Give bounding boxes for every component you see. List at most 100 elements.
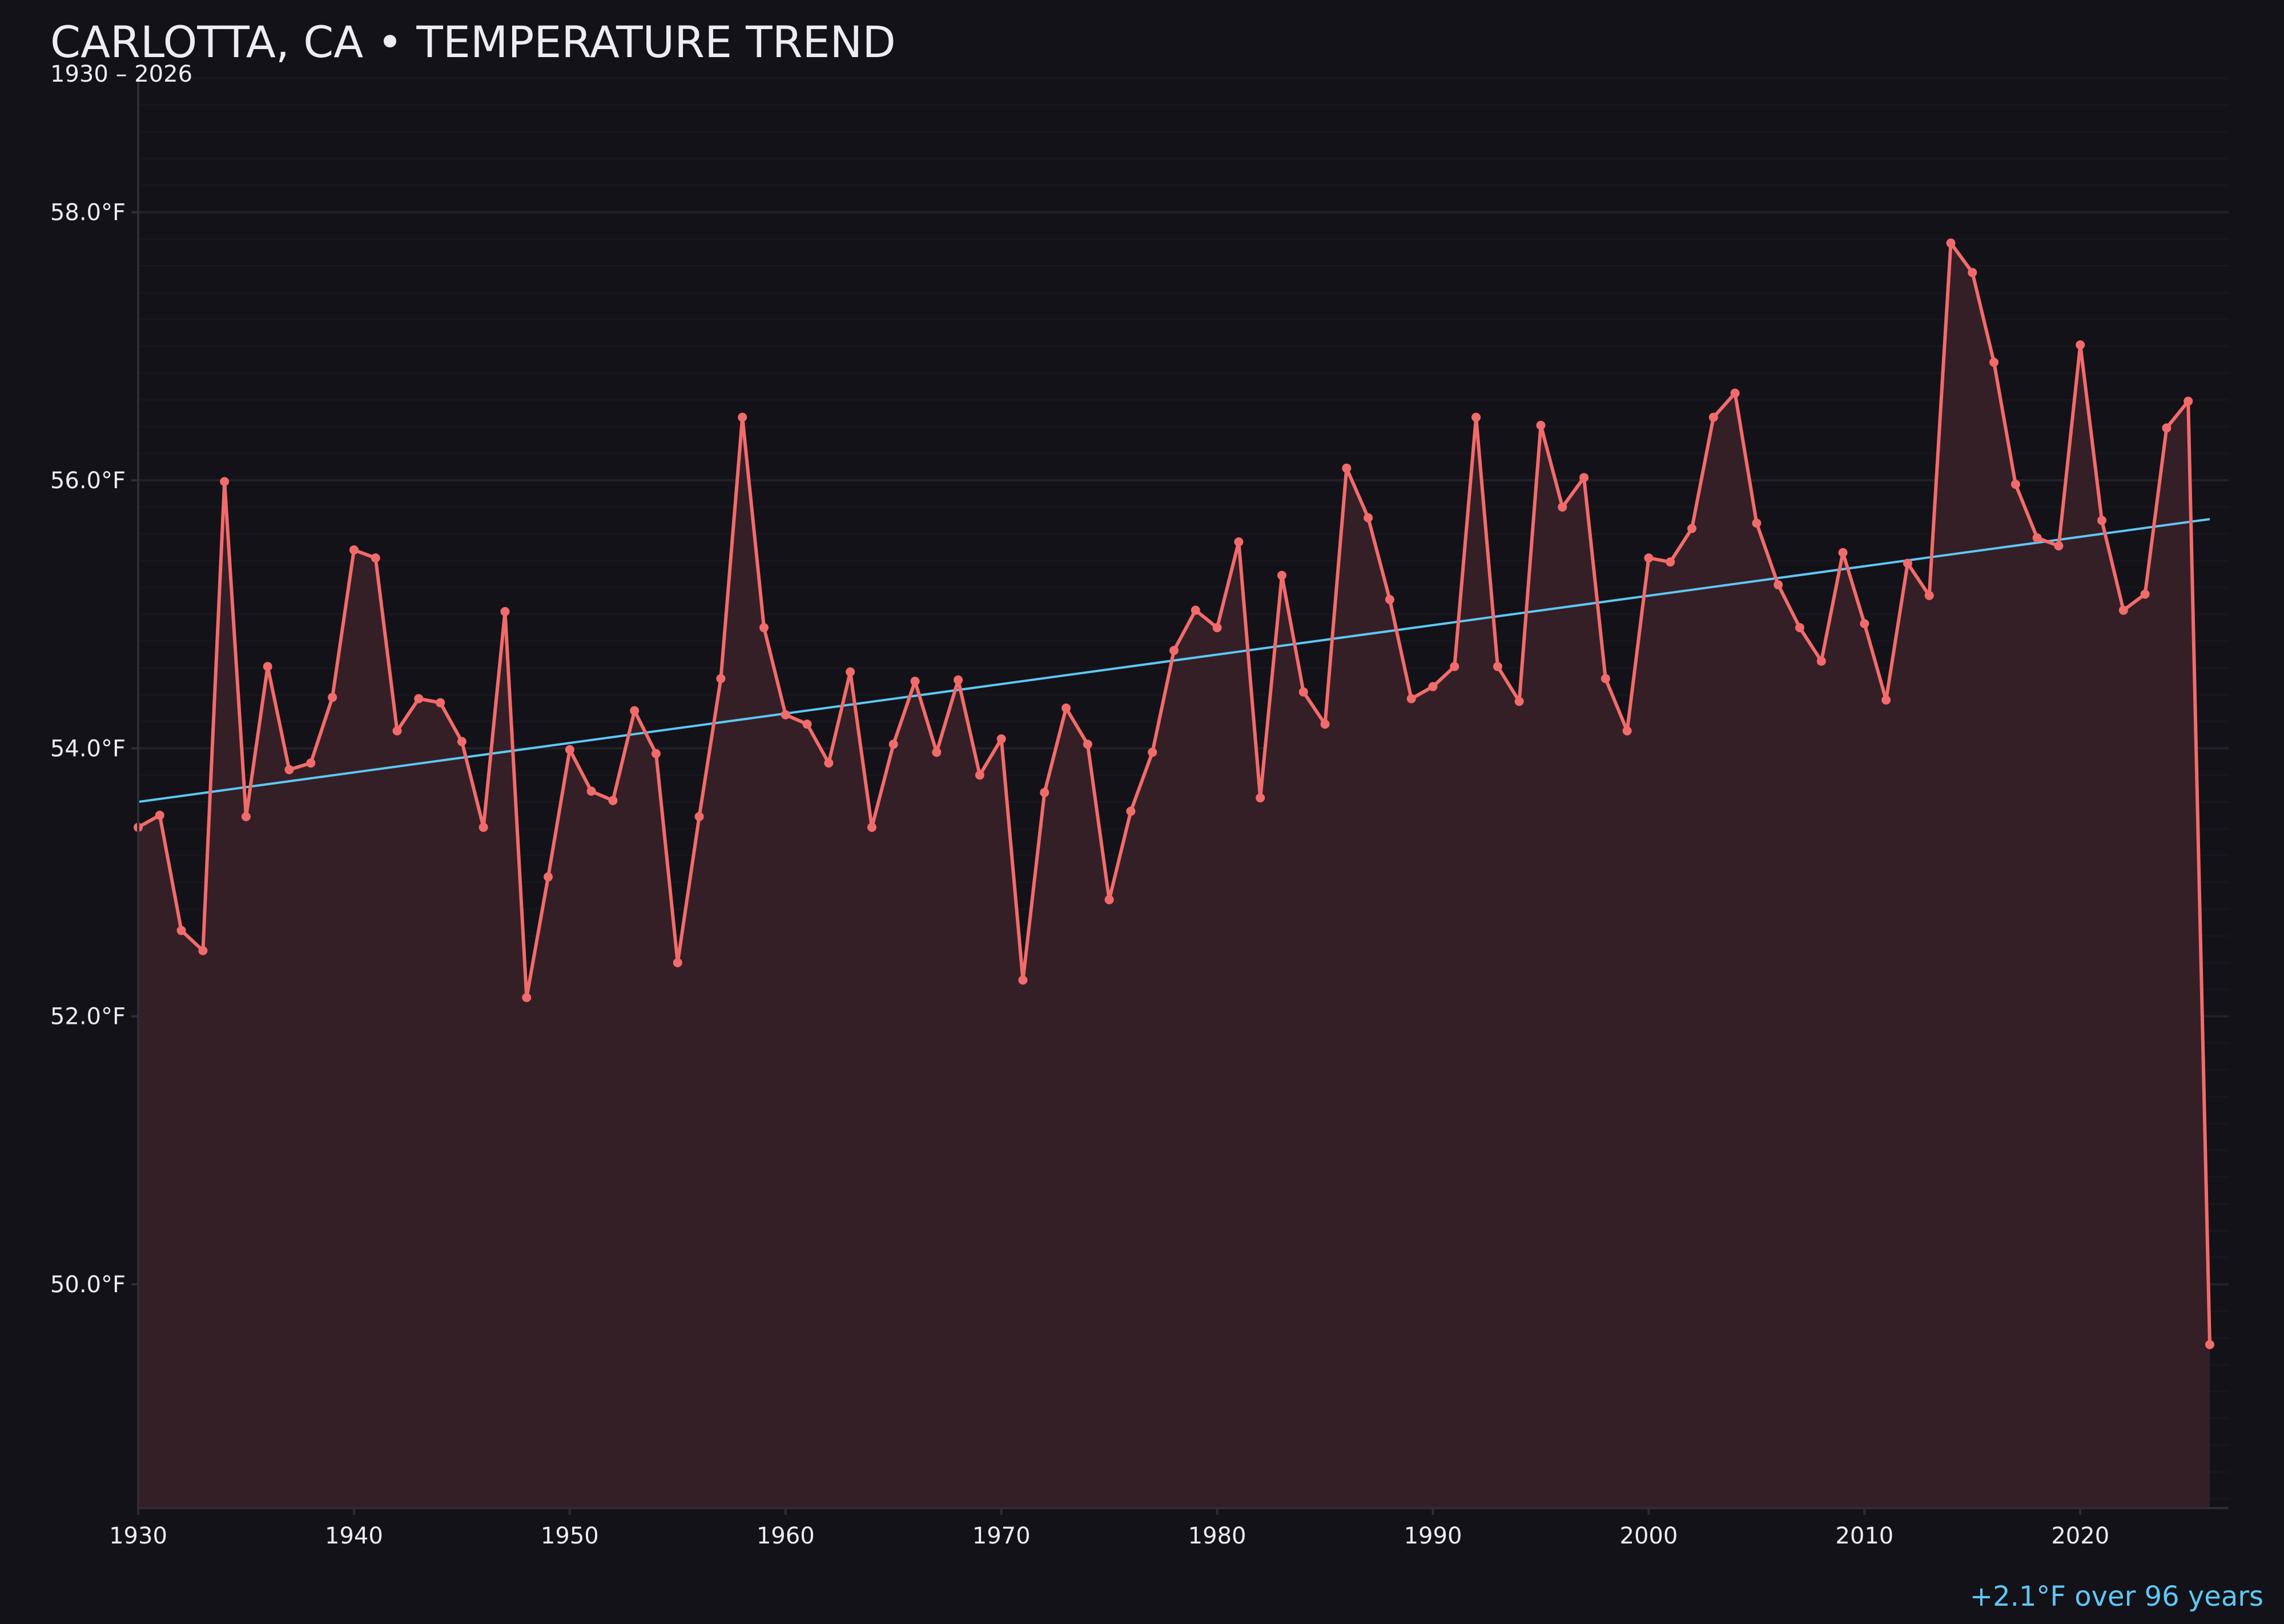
data-point xyxy=(1708,412,1718,422)
data-point xyxy=(630,706,640,715)
data-point xyxy=(1860,619,1869,629)
x-tick-label: 2020 xyxy=(2051,1523,2109,1549)
area-fill xyxy=(138,243,2210,1509)
data-point xyxy=(1320,719,1330,729)
trend-annotation: +2.1°F over 96 years xyxy=(1970,1581,2263,1613)
data-point xyxy=(673,958,682,967)
data-point xyxy=(176,926,186,935)
data-point xyxy=(932,747,942,757)
data-point xyxy=(263,662,272,672)
data-point xyxy=(1234,537,1244,546)
y-tick-label: 50.0°F xyxy=(50,1272,126,1298)
data-point xyxy=(1256,793,1265,803)
data-point xyxy=(1752,518,1762,528)
y-tick-label: 56.0°F xyxy=(50,468,126,494)
data-point xyxy=(2054,541,2064,551)
data-point xyxy=(846,667,855,677)
data-point xyxy=(1083,739,1092,749)
data-point xyxy=(241,812,251,822)
data-point xyxy=(954,675,963,685)
data-point xyxy=(1450,662,1459,672)
data-point xyxy=(436,698,445,708)
data-point xyxy=(1730,388,1740,398)
data-point xyxy=(1514,697,1524,706)
data-point xyxy=(1795,623,1804,633)
data-point xyxy=(1989,357,1999,367)
data-point xyxy=(608,795,618,805)
data-point xyxy=(328,693,337,702)
data-point xyxy=(1903,558,1912,568)
data-point xyxy=(1385,594,1394,604)
data-point xyxy=(586,786,596,796)
data-point xyxy=(1364,513,1373,522)
data-point xyxy=(996,734,1006,743)
x-tick-label: 2000 xyxy=(1620,1523,1678,1549)
data-point xyxy=(2097,516,2107,525)
x-tick-label: 2010 xyxy=(1835,1523,1893,1549)
data-point xyxy=(1687,524,1696,533)
data-point xyxy=(1601,674,1610,684)
data-point xyxy=(2140,589,2150,599)
data-point xyxy=(2184,396,2193,406)
x-tick-label: 1990 xyxy=(1404,1523,1462,1549)
data-point xyxy=(522,992,532,1002)
data-point xyxy=(1968,268,1977,278)
data-point xyxy=(738,412,747,422)
data-point xyxy=(716,674,726,684)
data-point xyxy=(1774,580,1783,590)
data-point xyxy=(371,553,380,563)
data-point xyxy=(1838,548,1848,557)
data-point xyxy=(500,607,510,617)
data-point xyxy=(1148,747,1157,757)
x-tick-label: 1950 xyxy=(541,1523,599,1549)
data-point xyxy=(1298,687,1308,697)
data-point xyxy=(781,710,790,719)
y-tick-label: 52.0°F xyxy=(50,1004,126,1030)
trend-line xyxy=(138,518,2210,803)
data-point xyxy=(155,810,164,820)
axes: 50.0°F 52.0°F 54.0°F 56.0°F 58.0°F 1930 1940 19… xyxy=(50,78,2229,1549)
data-point xyxy=(1342,463,1352,473)
data-point xyxy=(2032,533,2042,542)
y-tick-label: 58.0°F xyxy=(50,200,126,226)
data-point xyxy=(1104,895,1114,905)
data-point xyxy=(2118,605,2128,615)
data-points xyxy=(134,238,2214,1349)
data-point xyxy=(2162,423,2172,433)
data-point xyxy=(1061,703,1071,713)
data-point xyxy=(1277,570,1286,580)
data-point xyxy=(867,822,876,832)
data-point xyxy=(306,758,316,768)
data-point xyxy=(1406,694,1416,704)
data-point xyxy=(759,623,769,633)
data-point xyxy=(1493,662,1502,672)
data-point xyxy=(1212,623,1222,633)
data-point xyxy=(1428,682,1438,692)
data-point xyxy=(1018,975,1028,985)
data-point xyxy=(284,765,294,774)
data-point xyxy=(1666,557,1675,567)
x-tick-label: 1930 xyxy=(109,1523,167,1549)
x-tick-label: 1980 xyxy=(1188,1523,1246,1549)
x-tick-label: 1940 xyxy=(325,1523,383,1549)
data-point xyxy=(910,677,920,686)
data-point xyxy=(1924,590,1934,600)
data-point xyxy=(2205,1340,2214,1349)
data-point xyxy=(220,477,230,487)
data-point xyxy=(1946,238,1956,248)
data-point xyxy=(1126,806,1136,816)
data-point xyxy=(1816,656,1826,666)
data-point xyxy=(1644,553,1654,563)
data-point xyxy=(652,749,661,758)
data-point xyxy=(1881,695,1891,705)
data-point xyxy=(2076,340,2085,350)
y-tick-label: 54.0°F xyxy=(50,735,126,762)
x-tick-label: 1960 xyxy=(757,1523,815,1549)
data-point xyxy=(694,812,704,822)
data-point xyxy=(1579,473,1589,483)
x-tick-label: 1970 xyxy=(972,1523,1031,1549)
data-point xyxy=(888,739,898,749)
data-point xyxy=(2010,480,2020,489)
data-point xyxy=(478,822,488,832)
data-point xyxy=(1191,605,1200,615)
